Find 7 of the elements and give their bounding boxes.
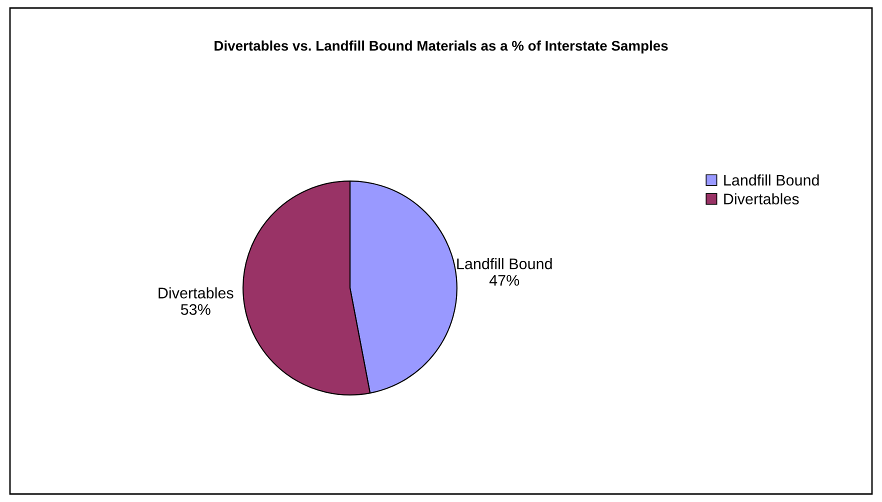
legend-label: Divertables (724, 193, 799, 204)
data-label: 47% (489, 274, 520, 286)
data-label: 53% (180, 304, 210, 315)
slice-label: Landfill Bound (457, 258, 552, 270)
slice-label: Divertables (158, 287, 234, 298)
chart-title: Divertables vs. Landfill Bound Materials as a % of Interstate Samples (214, 40, 668, 54)
legend-label: Landfill Bound (724, 174, 819, 186)
